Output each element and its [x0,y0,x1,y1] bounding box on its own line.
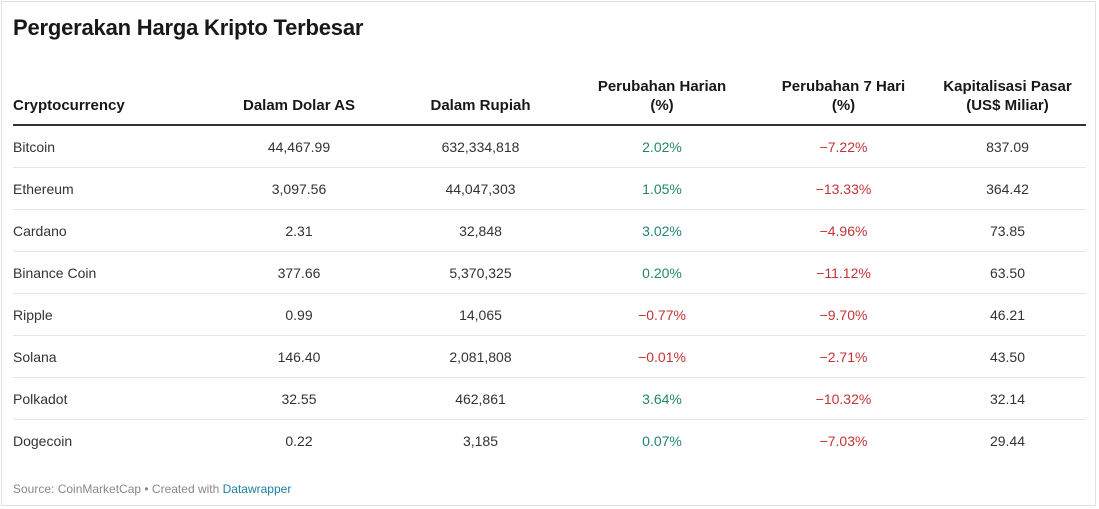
cell-name: Cardano [13,209,203,252]
cell-daily-change: 0.20% [566,251,758,294]
cell-idr: 2,081,808 [395,335,566,378]
cell-market-cap: 364.42 [929,167,1086,210]
cell-weekly-change: −7.03% [819,432,868,449]
cell-name: Bitcoin [13,125,203,168]
cell-usd: 32.55 [203,377,395,420]
header-weekly-change[interactable]: Perubahan 7 Hari (%) [758,72,929,126]
table-row: Ethereum 3,097.56 44,047,303 1.05% −13.33% 36… [13,167,1086,210]
table-row: Solana 146.40 2,081,808 −0.01% −2.71% 43.50 [13,335,1086,378]
cell-usd: 2.31 [203,209,395,252]
cell-usd: 146.40 [203,335,395,378]
cell-idr: 3,185 [462,432,499,449]
cell-usd: 0.22 [285,432,313,449]
header-cryptocurrency[interactable]: Cryptocurrency [13,72,203,126]
cell-daily-change: −0.77% [566,293,758,336]
cell-name: Ripple [13,293,203,336]
cell-name: Binance Coin [13,251,203,294]
cell-idr: 632,334,818 [395,125,566,168]
cell-idr: 5,370,325 [395,251,566,294]
cell-weekly-change: −2.71% [758,335,929,378]
datawrapper-link[interactable]: Datawrapper [222,482,292,496]
cell-idr: 14,065 [395,293,566,336]
cell-usd: 377.66 [203,251,395,294]
table-body: Bitcoin 44,467.99 632,334,818 2.02% −7.22% 83… [13,125,1086,461]
header-market-cap[interactable]: Kapitalisasi Pasar (US$ Miliar) [929,72,1086,126]
table-row: Binance Coin 377.66 5,370,325 0.20% −11.12% 6… [13,251,1086,294]
header-daily-change[interactable]: Perubahan Harian (%) [566,72,758,126]
cell-name: Solana [13,335,203,378]
cell-daily-change: 3.02% [566,209,758,252]
cell-weekly-change: −13.33% [758,167,929,210]
cell-name: Ethereum [13,167,203,210]
crypto-table: Cryptocurrency Dalam Dolar AS Dalam Rupi… [13,72,1086,461]
cell-idr: 32,848 [395,209,566,252]
header-usd[interactable]: Dalam Dolar AS [203,72,395,126]
cell-daily-change: 3.64% [566,377,758,420]
header-idr[interactable]: Dalam Rupiah [395,72,566,126]
cell-market-cap: 73.85 [929,209,1086,252]
cell-idr: 462,861 [395,377,566,420]
cell-market-cap: 29.44 [989,432,1026,449]
cell-usd: 0.99 [203,293,395,336]
table-row: Dogecoin 0.22 3,185 0.07% −7.03% 29.44 [13,420,1086,462]
cell-market-cap: 32.14 [929,377,1086,420]
cell-daily-change: 2.02% [566,125,758,168]
cell-weekly-change: −11.12% [758,251,929,294]
page-title: Pergerakan Harga Kripto Terbesar [13,15,364,40]
source-note: Source: CoinMarketCap • Created with Dat… [13,482,291,496]
cell-name: Polkadot [13,377,203,420]
table-header-row: Cryptocurrency Dalam Dolar AS Dalam Rupi… [13,72,1086,126]
cell-market-cap: 46.21 [929,293,1086,336]
table-row: Polkadot 32.55 462,861 3.64% −10.32% 32.14 [13,377,1086,420]
cell-market-cap: 43.50 [929,335,1086,378]
cell-usd: 44,467.99 [203,125,395,168]
cell-daily-change: 0.07% [642,432,682,449]
cell-market-cap: 837.09 [929,125,1086,168]
cell-weekly-change: −9.70% [758,293,929,336]
cell-name: Dogecoin [13,432,73,449]
cell-daily-change: −0.01% [566,335,758,378]
table-row: Bitcoin 44,467.99 632,334,818 2.02% −7.22% 83… [13,125,1086,168]
table-row: Cardano 2.31 32,848 3.02% −4.96% 73.85 [13,209,1086,252]
table-row: Ripple 0.99 14,065 −0.77% −9.70% 46.21 [13,293,1086,336]
cell-weekly-change: −4.96% [758,209,929,252]
cell-weekly-change: −10.32% [758,377,929,420]
cell-daily-change: 1.05% [566,167,758,210]
cell-market-cap: 63.50 [929,251,1086,294]
source-text: Source: CoinMarketCap • Created with [13,482,223,496]
cell-weekly-change: −7.22% [758,125,929,168]
cell-idr: 44,047,303 [395,167,566,210]
cell-usd: 3,097.56 [203,167,395,210]
